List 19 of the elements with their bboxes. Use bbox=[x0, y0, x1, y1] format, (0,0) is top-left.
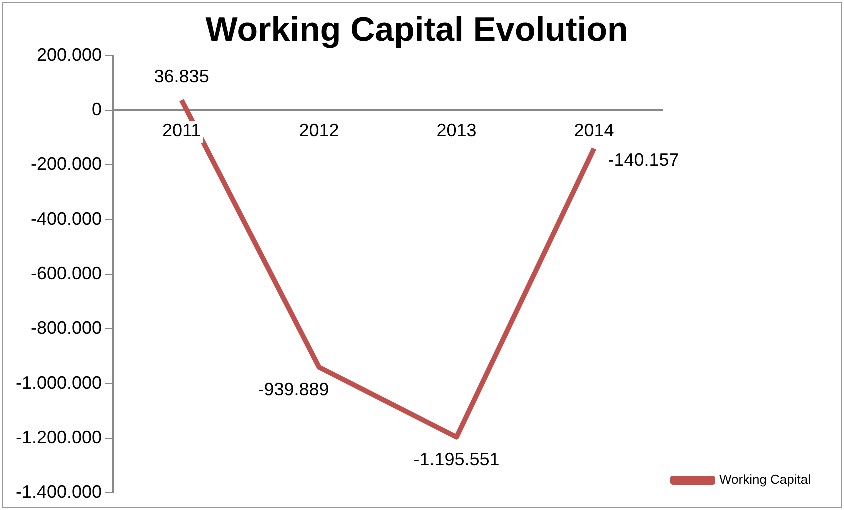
x-tick-label: 2013 bbox=[436, 120, 477, 140]
x-tick-label: 2012 bbox=[299, 120, 340, 140]
y-tick-label: -1.000.000 bbox=[16, 372, 102, 393]
y-tick-label: -600.000 bbox=[31, 263, 102, 284]
legend-label: Working Capital bbox=[719, 472, 812, 488]
x-tick-label: 2011 bbox=[162, 120, 202, 140]
y-tick-label: -200.000 bbox=[31, 154, 102, 174]
y-tick-label: -400.000 bbox=[31, 208, 102, 229]
chart-title: Working Capital Evolution bbox=[206, 10, 628, 49]
y-tick-label: 200.000 bbox=[36, 44, 102, 65]
data-label: -1.195.551 bbox=[414, 449, 500, 470]
data-label: -939.889 bbox=[258, 379, 330, 400]
data-label: 36.835 bbox=[154, 66, 210, 86]
y-tick-label: -1.200.000 bbox=[16, 427, 102, 448]
y-tick-label: 0 bbox=[92, 99, 102, 120]
y-tick-label: -800.000 bbox=[31, 318, 102, 338]
x-tick-label: 2014 bbox=[574, 120, 614, 140]
data-label: -140.157 bbox=[608, 150, 680, 170]
y-tick-label: -1.400.000 bbox=[16, 482, 102, 502]
